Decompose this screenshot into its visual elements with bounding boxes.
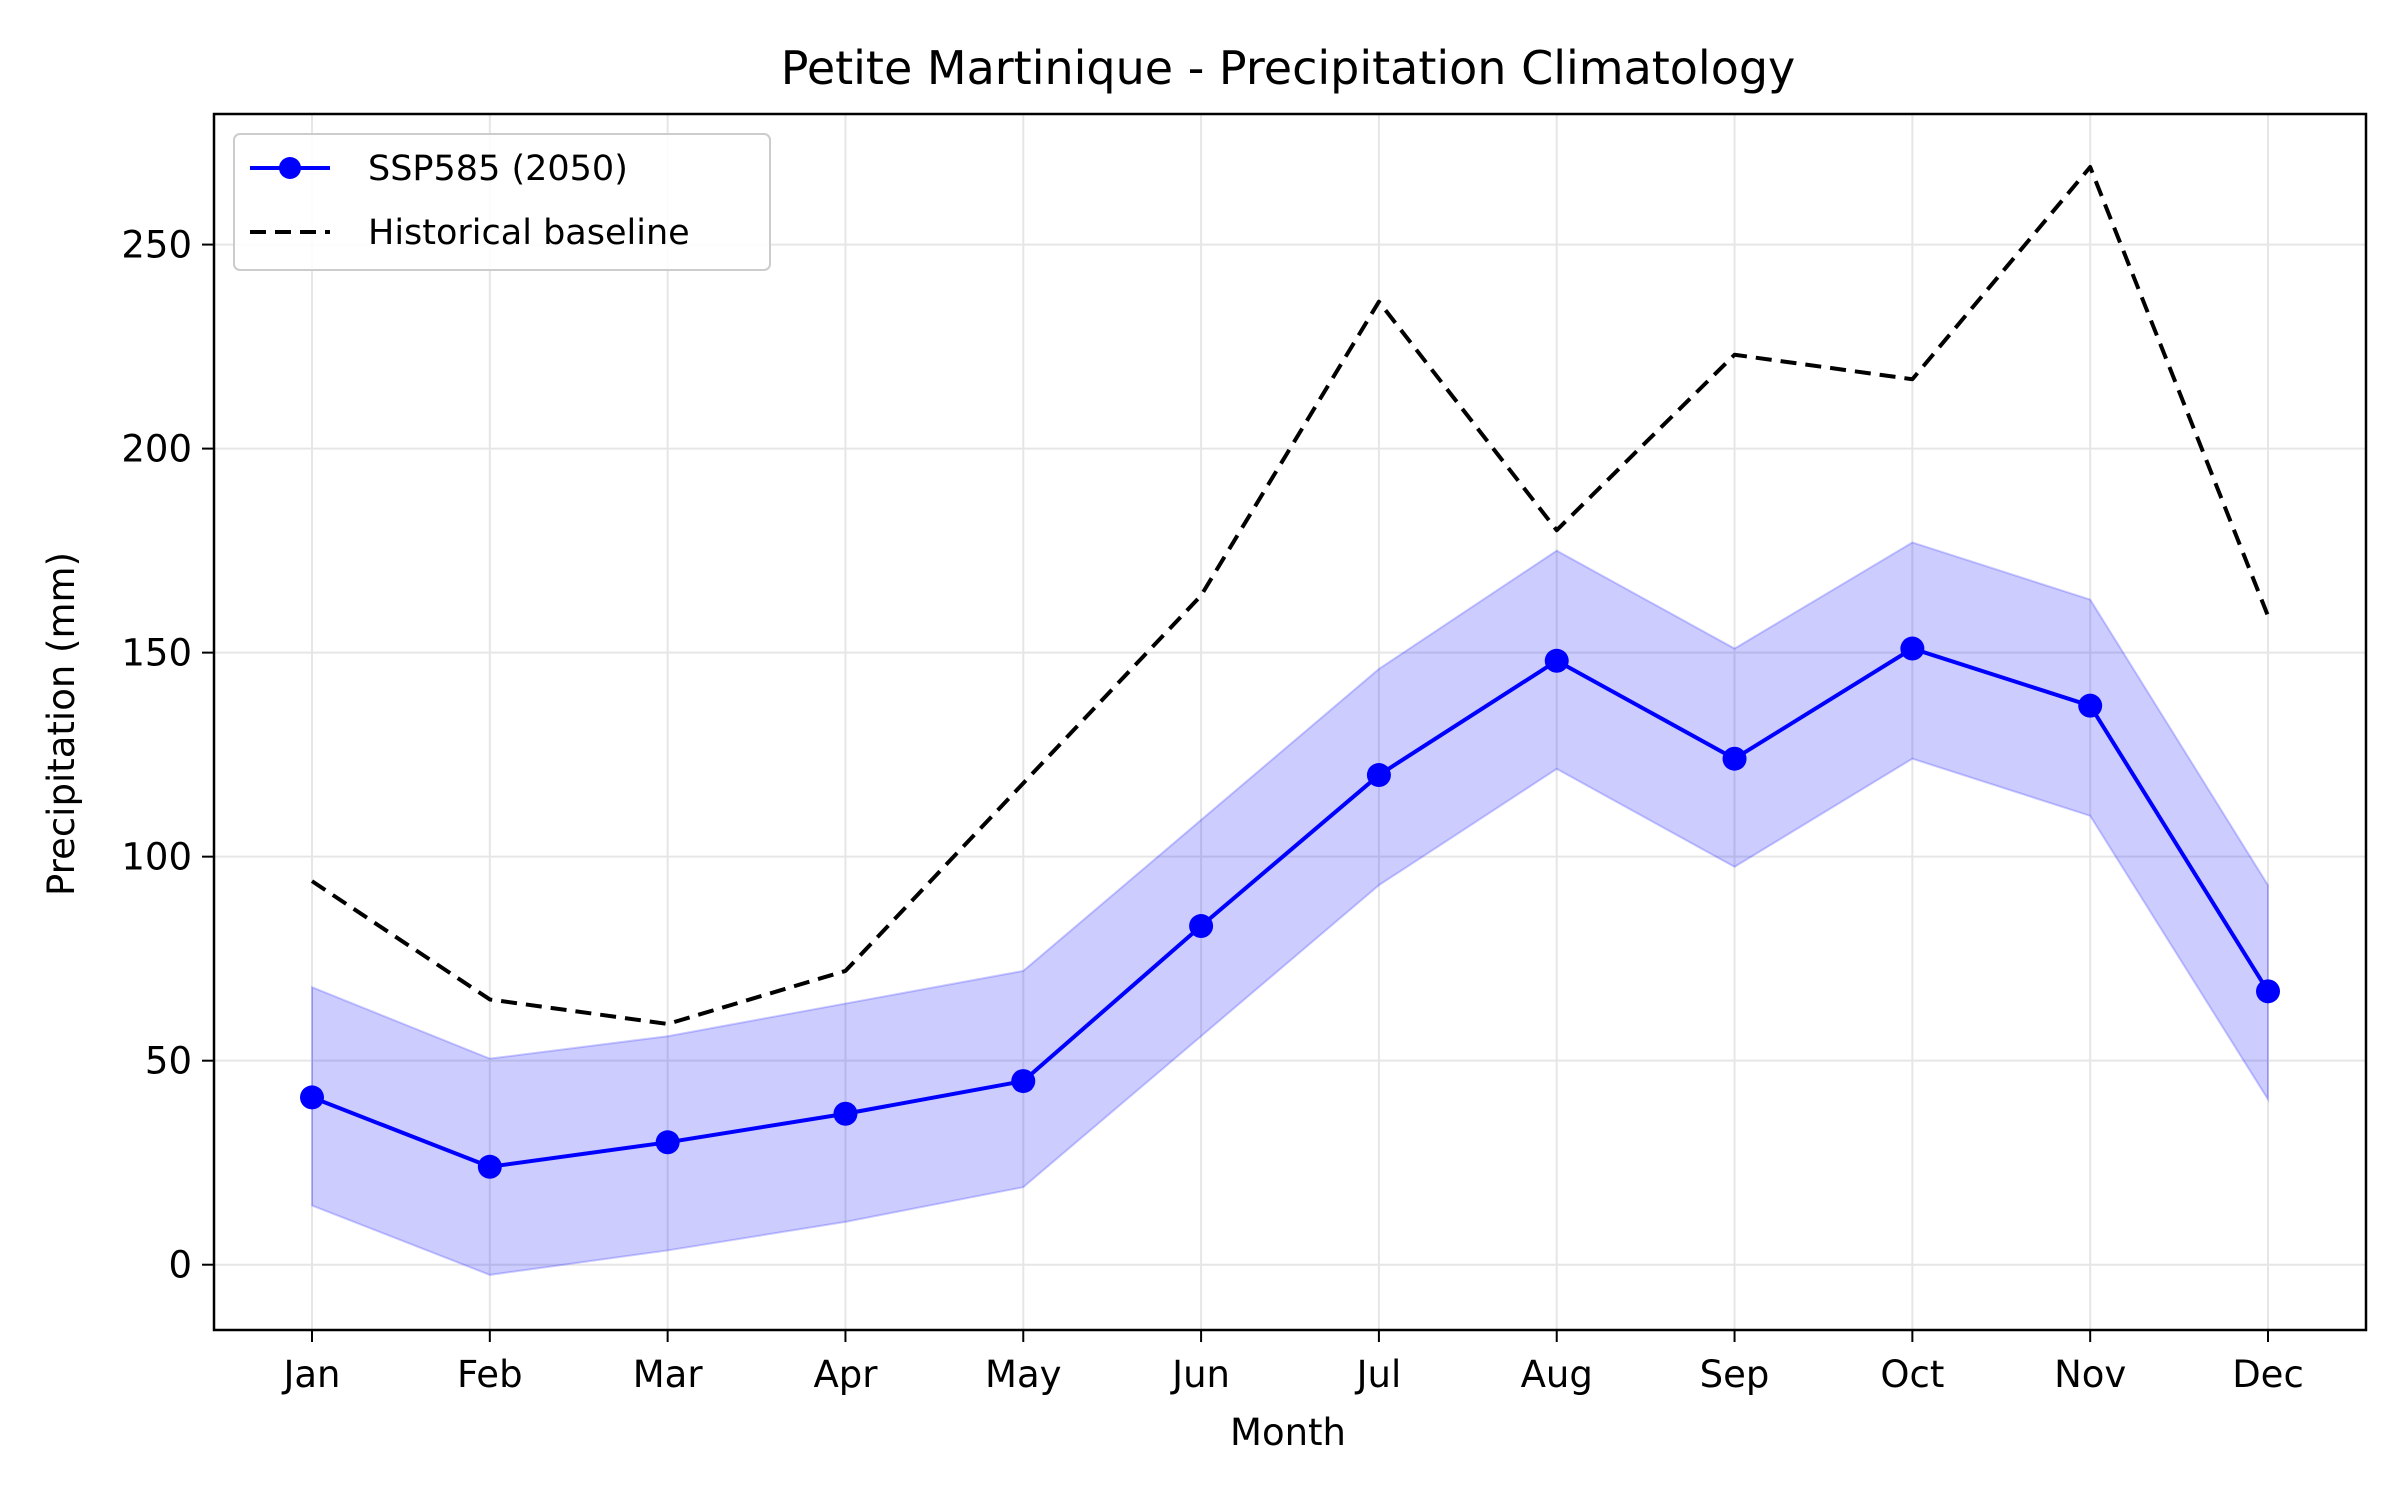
y-axis-ticks: 0 50 100 150 200 250: [121, 224, 214, 1287]
series-lines-layer: [310, 165, 2270, 1169]
y-tick-label-200: 200: [121, 428, 192, 471]
uncertainty-band-layer: [311, 541, 2269, 1276]
data-point-ssp585-2050-apr: [833, 1101, 858, 1126]
data-point-ssp585-2050-feb: [477, 1154, 502, 1179]
x-tick-label-apr: Apr: [813, 1353, 878, 1396]
legend: SSP585 (2050) Historical baseline: [233, 133, 771, 271]
x-tick-label-jan: Jan: [281, 1353, 340, 1396]
data-point-ssp585-2050-sep: [1722, 746, 1747, 771]
data-point-ssp585-2050-jul: [1366, 763, 1391, 788]
data-point-ssp585-2050-aug: [1544, 648, 1569, 673]
x-tick-label-jul: Jul: [1355, 1353, 1402, 1396]
grid: [214, 114, 2366, 1330]
data-point-ssp585-2050-mar: [655, 1130, 680, 1155]
x-tick-label-oct: Oct: [1880, 1353, 1944, 1396]
x-tick-label-nov: Nov: [2054, 1353, 2126, 1396]
data-point-ssp585-2050-nov: [2078, 693, 2103, 718]
series-line-historical-baseline: [310, 165, 2270, 1026]
legend-label-ssp585: SSP585 (2050): [368, 149, 628, 189]
y-tick-label-150: 150: [121, 632, 192, 675]
legend-box: [233, 133, 771, 271]
data-point-ssp585-2050-jan: [300, 1085, 324, 1110]
legend-label-historical: Historical baseline: [368, 213, 690, 253]
chart-title: Petite Martinique - Precipitation Climat…: [781, 41, 1796, 95]
x-tick-label-dec: Dec: [2232, 1353, 2304, 1396]
x-tick-label-mar: Mar: [633, 1353, 704, 1396]
legend-marker-ssp585: [279, 157, 301, 179]
x-axis-ticks: Jan Feb Mar Apr May Jun Jul Aug Sep Oct Nov Dec: [281, 1330, 2304, 1396]
x-tick-label-aug: Aug: [1521, 1353, 1593, 1396]
data-point-ssp585-2050-jun: [1189, 914, 1214, 939]
plot-area-frame: [212, 112, 2368, 1332]
data-point-ssp585-2050-oct: [1900, 636, 1925, 661]
y-tick-label-250: 250: [121, 224, 192, 267]
y-axis-label: Precipitation (mm): [40, 552, 83, 896]
x-tick-label-feb: Feb: [457, 1353, 523, 1396]
markers-layer: [300, 636, 2280, 1179]
x-axis-label: Month: [1230, 1411, 1346, 1454]
y-tick-label-0: 0: [168, 1244, 192, 1287]
series-line-ssp585-2050: [311, 646, 2270, 1169]
uncertainty-band-ssp585-2050: [311, 541, 2269, 1276]
y-tick-label-100: 100: [121, 836, 192, 879]
data-point-ssp585-2050-dec: [2256, 979, 2280, 1004]
x-tick-label-jun: Jun: [1170, 1353, 1230, 1396]
y-tick-label-50: 50: [145, 1040, 192, 1083]
x-tick-label-may: May: [985, 1353, 1062, 1396]
data-point-ssp585-2050-may: [1011, 1069, 1036, 1094]
x-tick-label-sep: Sep: [1700, 1353, 1770, 1396]
